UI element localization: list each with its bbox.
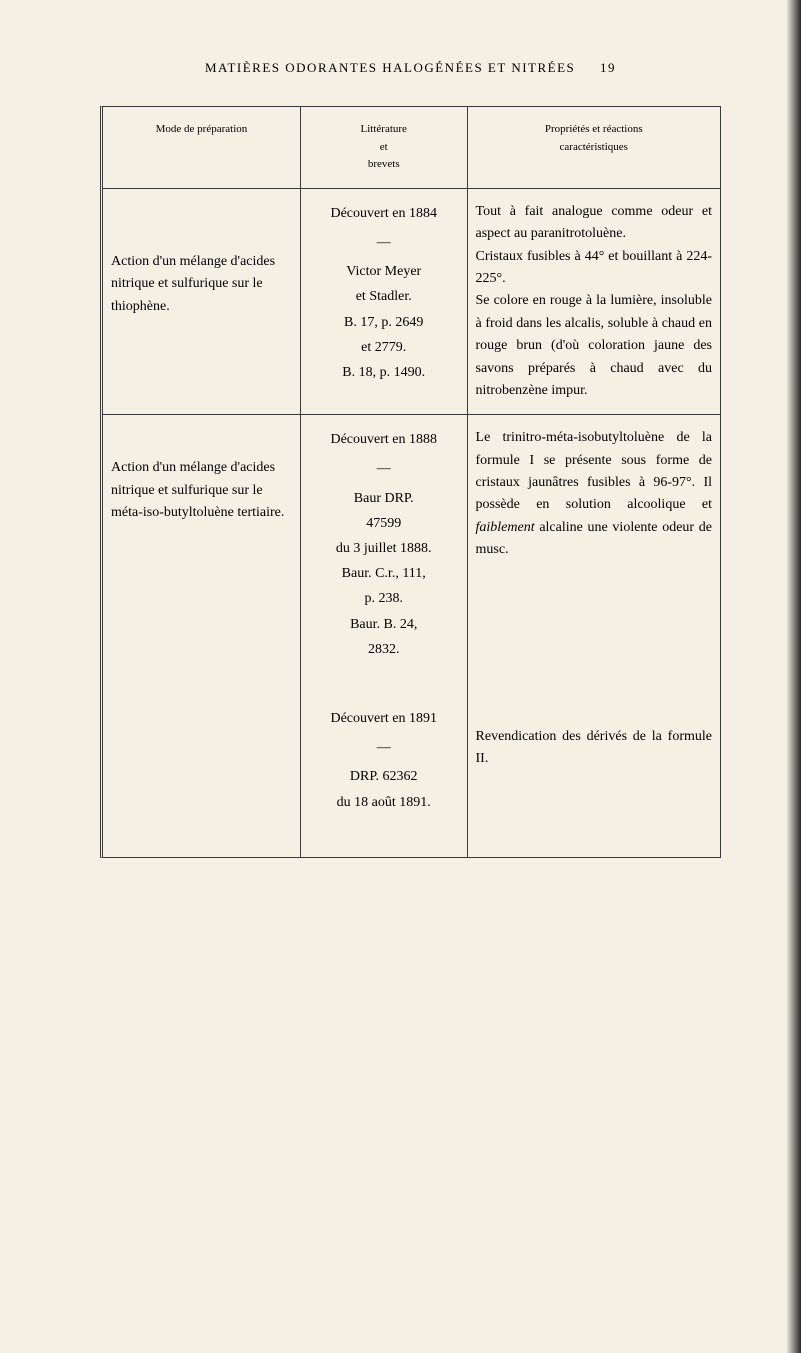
lit-text: Baur DRP. xyxy=(309,486,459,511)
col3-label-1: Propriétés et réactions xyxy=(476,121,712,139)
cell-lit-1: Découvert en 1884 — Victor Meyer et Stad… xyxy=(300,188,467,415)
cell-lit-2: Découvert en 1888 — Baur DRP. 47599 du 3… xyxy=(300,415,467,674)
main-table: Mode de préparation Littérature et breve… xyxy=(103,107,720,857)
lit-text: DRP. 62362 xyxy=(309,764,459,789)
cell-props-1: Tout à fait analogue comme odeur et aspe… xyxy=(467,188,720,415)
lit-text: et 2779. xyxy=(309,335,459,360)
page-edge-shadow xyxy=(786,0,801,1353)
lit-text: et Stadler. xyxy=(309,284,459,309)
header-title: MATIÈRES ODORANTES HALOGÉNÉES ET NITRÉES xyxy=(205,60,575,75)
cell-lit-3: Découvert en 1891 — DRP. 62362 du 18 aoû… xyxy=(300,674,467,857)
lit-text: 47599 xyxy=(309,511,459,536)
col2-label-2: et xyxy=(309,139,459,157)
props-italic: faiblement xyxy=(476,520,535,535)
page-container: MATIÈRES ODORANTES HALOGÉNÉES ET NITRÉES… xyxy=(0,0,801,1353)
cell-mode-3 xyxy=(103,674,300,857)
lit-text: B. 17, p. 2649 xyxy=(309,310,459,335)
lit-text: B. 18, p. 1490. xyxy=(309,360,459,385)
lit-text: Baur. B. 24, xyxy=(309,612,459,637)
table-header-row: Mode de préparation Littérature et breve… xyxy=(103,107,720,188)
table-row: Action d'un mélange d'acides nitrique et… xyxy=(103,188,720,415)
lit-text: Découvert en 1891 xyxy=(309,706,459,731)
table-row: Action d'un mélange d'acides nitrique et… xyxy=(103,415,720,674)
page-header: MATIÈRES ODORANTES HALOGÉNÉES ET NITRÉES… xyxy=(100,60,721,76)
col1-label: Mode de préparation xyxy=(111,121,292,139)
lit-text: du 3 juillet 1888. xyxy=(309,536,459,561)
lit-text: du 18 août 1891. xyxy=(309,790,459,815)
column-header-properties: Propriétés et réactions caractéristiques xyxy=(467,107,720,188)
props-text-3: Revendication des dérivés de la formule … xyxy=(476,686,712,771)
lit-text: Découvert en 1888 xyxy=(309,427,459,452)
cell-mode-2: Action d'un mélange d'acides nitrique et… xyxy=(103,415,300,674)
lit-text: Découvert en 1884 xyxy=(309,201,459,226)
cell-props-3: Revendication des dérivés de la formule … xyxy=(467,674,720,857)
cell-mode-1: Action d'un mélange d'acides nitrique et… xyxy=(103,188,300,415)
header-page-number: 19 xyxy=(600,60,616,75)
table-row: Découvert en 1891 — DRP. 62362 du 18 aoû… xyxy=(103,674,720,857)
props-text-1: Tout à fait analogue comme odeur et aspe… xyxy=(476,201,712,403)
col3-label-2: caractéristiques xyxy=(476,139,712,157)
cell-props-2: Le trinitro-méta-isobutyltoluène de la f… xyxy=(467,415,720,674)
props-pre: Le trinitro-méta-isobutyltoluène de la f… xyxy=(476,430,712,512)
mode-text-2: Action d'un mélange d'acides nitrique et… xyxy=(111,427,292,524)
column-header-mode: Mode de préparation xyxy=(103,107,300,188)
props-text-2: Le trinitro-méta-isobutyltoluène de la f… xyxy=(476,427,712,561)
lit-text: Victor Meyer xyxy=(309,259,459,284)
column-header-literature: Littérature et brevets xyxy=(300,107,467,188)
lit-text: p. 238. xyxy=(309,586,459,611)
mode-text-1: Action d'un mélange d'acides nitrique et… xyxy=(111,201,292,318)
separator-icon: — xyxy=(309,230,459,255)
lit-text: 2832. xyxy=(309,637,459,662)
main-table-container: Mode de préparation Littérature et breve… xyxy=(100,106,721,858)
col2-label-3: brevets xyxy=(309,156,459,174)
separator-icon: — xyxy=(309,735,459,760)
separator-icon: — xyxy=(309,456,459,481)
col2-label-1: Littérature xyxy=(309,121,459,139)
lit-text: Baur. C.r., 111, xyxy=(309,561,459,586)
